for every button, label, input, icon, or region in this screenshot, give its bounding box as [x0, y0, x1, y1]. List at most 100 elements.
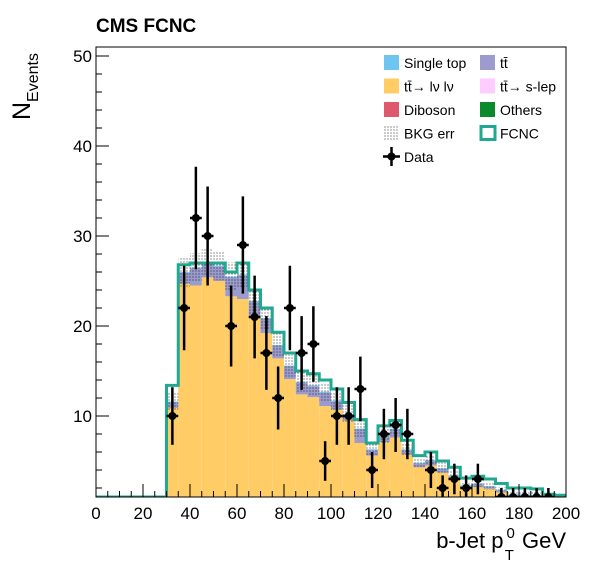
y-tick-label-10: 10	[73, 407, 92, 426]
legend-label: tt̄	[500, 55, 508, 71]
bar-tt-l-l--18	[307, 397, 320, 497]
bkg-err-band-29	[436, 462, 449, 474]
legend-entry-fcnc: FCNC	[479, 125, 539, 142]
data-marker-4	[227, 322, 236, 330]
data-marker-20	[426, 466, 435, 474]
bkg-err-band-33	[483, 482, 496, 490]
data-point-28	[530, 488, 543, 497]
legend-swatch	[479, 125, 497, 141]
bkg-err-band-22	[354, 420, 367, 437]
bkg-err-band-18	[307, 375, 320, 396]
data-marker-26	[509, 493, 518, 497]
legend-swatch	[384, 78, 399, 94]
data-point-23	[460, 475, 472, 497]
data-point-29	[542, 488, 555, 497]
bkg-err-band-19	[319, 382, 331, 401]
data-marker-23	[462, 484, 471, 492]
legend-label: tt̄→ s-lep	[500, 79, 556, 95]
data-point-4	[225, 285, 237, 367]
bar-tt-l-l--10	[213, 281, 226, 497]
data-marker-2	[191, 214, 200, 222]
data-marker-15	[356, 385, 365, 393]
x-tick-label-180: 180	[505, 504, 533, 523]
data-marker-13	[332, 412, 341, 420]
bar-tt-l-l--26	[401, 454, 414, 497]
legend-label: FCNC	[500, 126, 539, 142]
legend-swatch	[384, 55, 399, 70]
data-marker-16	[368, 466, 377, 474]
data-marker-5	[238, 241, 247, 249]
legend-label: tt̄→ lν lν	[404, 79, 454, 95]
data-point-25	[495, 488, 508, 497]
data-marker-22	[450, 475, 459, 483]
bkg-err-band-11	[225, 262, 237, 291]
y-axis-label: NEvents	[8, 53, 42, 120]
x-tick-label-200: 200	[552, 504, 580, 523]
data-point-27	[519, 488, 531, 497]
legend-swatch	[480, 55, 495, 70]
y-tick-label-50: 50	[73, 47, 92, 66]
data-point-1	[178, 265, 190, 351]
data-point-15	[354, 356, 367, 422]
data-point-3	[201, 186, 214, 286]
x-tick-label-40: 40	[181, 504, 200, 523]
legend-swatch	[384, 102, 399, 117]
data-marker-9	[285, 304, 294, 312]
bar-tt-l-l--8	[190, 285, 202, 497]
legend-entry-tt-l-l-: tt̄→ lν lν	[384, 78, 454, 95]
bar-tt-l-l--21	[342, 420, 355, 497]
data-point-16	[366, 452, 378, 488]
legend-label: Diboson	[404, 102, 455, 118]
x-tick-label-0: 0	[91, 504, 100, 523]
bkg-err-band-10	[213, 251, 226, 281]
data-point-2	[190, 166, 202, 270]
data-point-5	[237, 196, 249, 294]
legend-label: Single top	[404, 55, 466, 71]
legend-entry-data: Data	[383, 147, 434, 166]
bar-tt-l-l--6	[166, 407, 179, 497]
x-tick-label-100: 100	[317, 504, 345, 523]
data-marker-21	[438, 484, 447, 492]
bar-tt-l-l--25	[389, 437, 402, 497]
bkg-err-band-15	[272, 333, 284, 357]
bar-tt-l-l--17	[295, 394, 308, 497]
data-point-7	[260, 316, 273, 390]
data-marker-0	[168, 412, 177, 420]
bar-tt-l-l--14	[260, 333, 273, 497]
legend-entry-tt-s-lep: tt̄→ s-lep	[480, 78, 556, 95]
data-marker-10	[297, 349, 306, 357]
data-marker-7	[262, 349, 271, 357]
data-point-6	[248, 275, 261, 359]
data-point-13	[331, 387, 343, 445]
bar-tt-l-l--11	[225, 296, 237, 497]
data-marker-11	[309, 340, 318, 348]
data-marker-6	[250, 313, 259, 321]
data-marker-17	[379, 430, 388, 438]
legend-entry-others: Others	[480, 102, 542, 118]
bar-tt-l-l--12	[237, 299, 249, 497]
legend-swatch	[384, 125, 399, 141]
legend-label: BKG err	[404, 126, 455, 142]
legend-entry-bkg-err: BKG err	[384, 125, 455, 142]
data-marker-8	[274, 394, 283, 402]
bkg-err-band-23	[366, 442, 378, 457]
data-point-22	[448, 463, 461, 495]
y-tick-label-20: 20	[73, 317, 92, 336]
x-tick-label-120: 120	[364, 504, 392, 523]
data-point-19	[401, 408, 414, 460]
chart-title: CMS FCNC	[96, 16, 197, 37]
data-point-26	[507, 488, 519, 497]
data-marker-25	[497, 493, 506, 497]
data-point-11	[307, 306, 320, 382]
bar-tt-l-l--16	[284, 379, 296, 497]
bar-tt-l-l--13	[248, 317, 261, 497]
bkg-err-band-27	[413, 457, 425, 469]
data-point-18	[389, 398, 402, 452]
data-marker-14	[344, 412, 353, 420]
bar-tt-l-l--24	[378, 442, 390, 497]
x-tick-label-160: 160	[458, 504, 486, 523]
legend-label: Data	[404, 149, 434, 165]
data-point-0	[166, 387, 179, 445]
